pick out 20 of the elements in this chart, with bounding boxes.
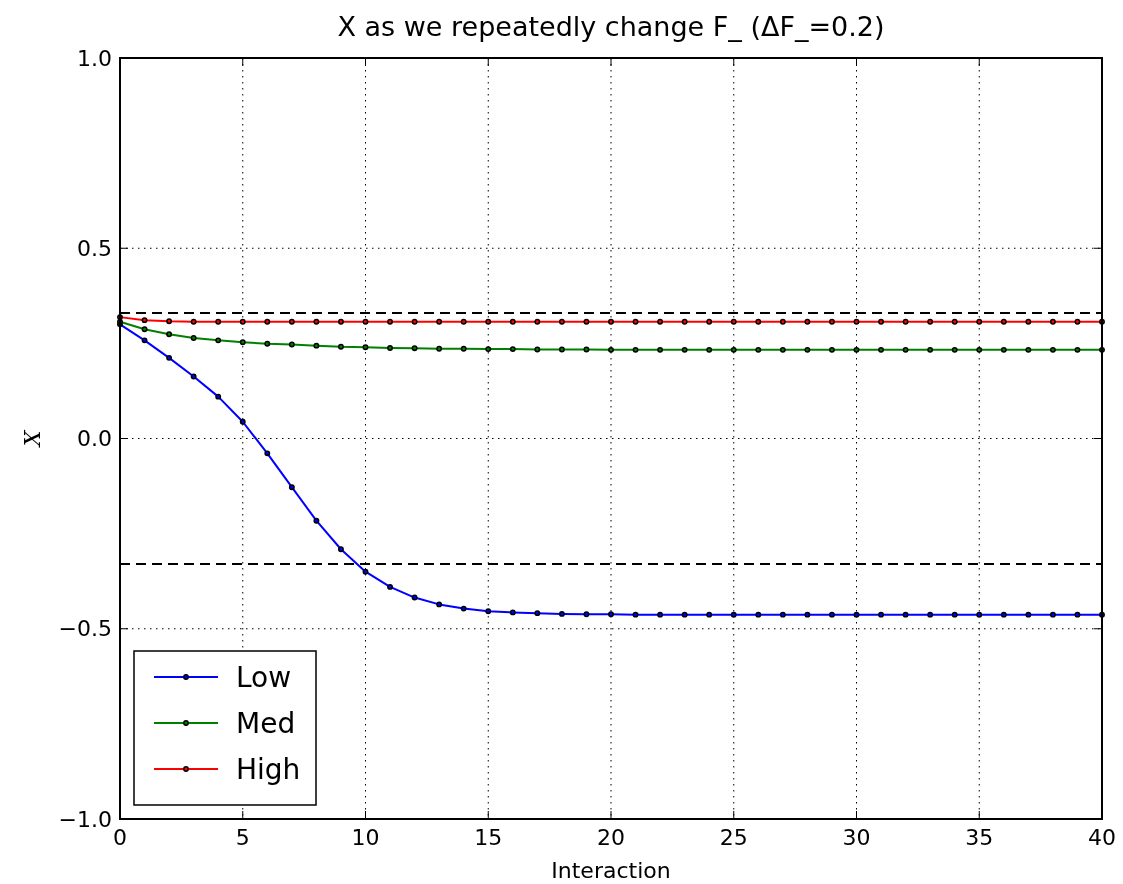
y-axis-title: X <box>20 429 45 449</box>
x-tick-label: 5 <box>235 825 250 850</box>
x-tick-label: 25 <box>719 825 748 850</box>
legend-label: High <box>236 752 301 786</box>
y-tick-label: 0.5 <box>77 235 112 261</box>
y-tick-label: −0.5 <box>58 616 112 642</box>
x-axis-title: Interaction <box>551 858 671 883</box>
x-tick-label: 15 <box>474 825 503 850</box>
y-tick-label: 0.0 <box>77 426 112 452</box>
x-tick-label: 20 <box>597 825 625 850</box>
x-tick-label: 30 <box>842 825 871 850</box>
x-tick-label: 0 <box>113 825 127 850</box>
y-tick-label: 1.0 <box>77 45 112 71</box>
legend-label: Med <box>236 706 296 740</box>
x-tick-label: 35 <box>965 825 994 850</box>
y-tick-label: −1.0 <box>58 806 112 832</box>
legend-label: Low <box>236 660 292 694</box>
x-tick-label: 40 <box>1088 825 1116 850</box>
x-tick-label: 10 <box>351 825 380 850</box>
chart-title: X as we repeatedly change F_ (ΔF_=0.2) <box>337 11 885 42</box>
